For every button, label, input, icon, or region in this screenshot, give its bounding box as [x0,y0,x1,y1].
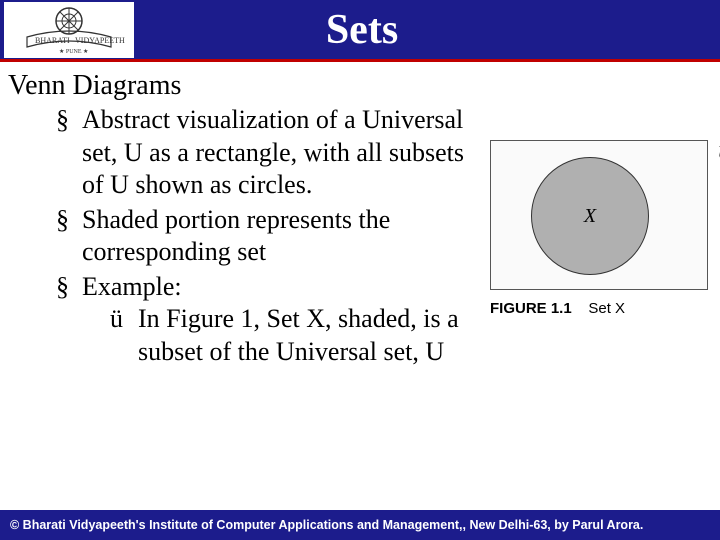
section-heading: Venn Diagrams [8,70,482,102]
text-column: Venn Diagrams Abstract visualization of … [8,70,482,370]
copyright-text: © Bharati Vidyapeeth's Institute of Comp… [10,518,643,532]
caption-text: Set X [588,300,625,317]
slide-header: BHARATI VIDYAPEETH ★ PUNE ★ Sets [0,0,720,62]
slide-title: Sets [134,6,720,54]
figure-column: X U FIGURE 1.1 Set X [490,140,708,317]
universal-set-rect: X [490,140,708,290]
bullet-list: Abstract visualization of a Universal se… [8,104,482,368]
svg-text:★ PUNE ★: ★ PUNE ★ [59,48,88,55]
set-x-circle: X [531,157,649,275]
caption-number: FIGURE 1.1 [490,300,572,317]
slide-footer: © Bharati Vidyapeeth's Institute of Comp… [0,510,720,540]
svg-text:VIDYAPEETH: VIDYAPEETH [75,36,125,45]
bullet-text: Example: [82,272,182,301]
sub-bullet-list: In Figure 1, Set X, shaded, is a subset … [82,303,482,368]
bullet-item: Shaded portion represents the correspond… [56,204,482,269]
svg-text:BHARATI: BHARATI [35,36,70,45]
venn-figure: X U [490,140,708,290]
figure-caption: FIGURE 1.1 Set X [490,300,708,317]
slide-content: Venn Diagrams Abstract visualization of … [0,62,720,370]
sub-bullet-item: In Figure 1, Set X, shaded, is a subset … [110,303,482,368]
set-x-label: X [584,205,596,228]
institute-logo: BHARATI VIDYAPEETH ★ PUNE ★ [4,2,134,58]
bullet-item: Abstract visualization of a Universal se… [56,104,482,202]
bullet-item: Example: In Figure 1, Set X, shaded, is … [56,271,482,369]
